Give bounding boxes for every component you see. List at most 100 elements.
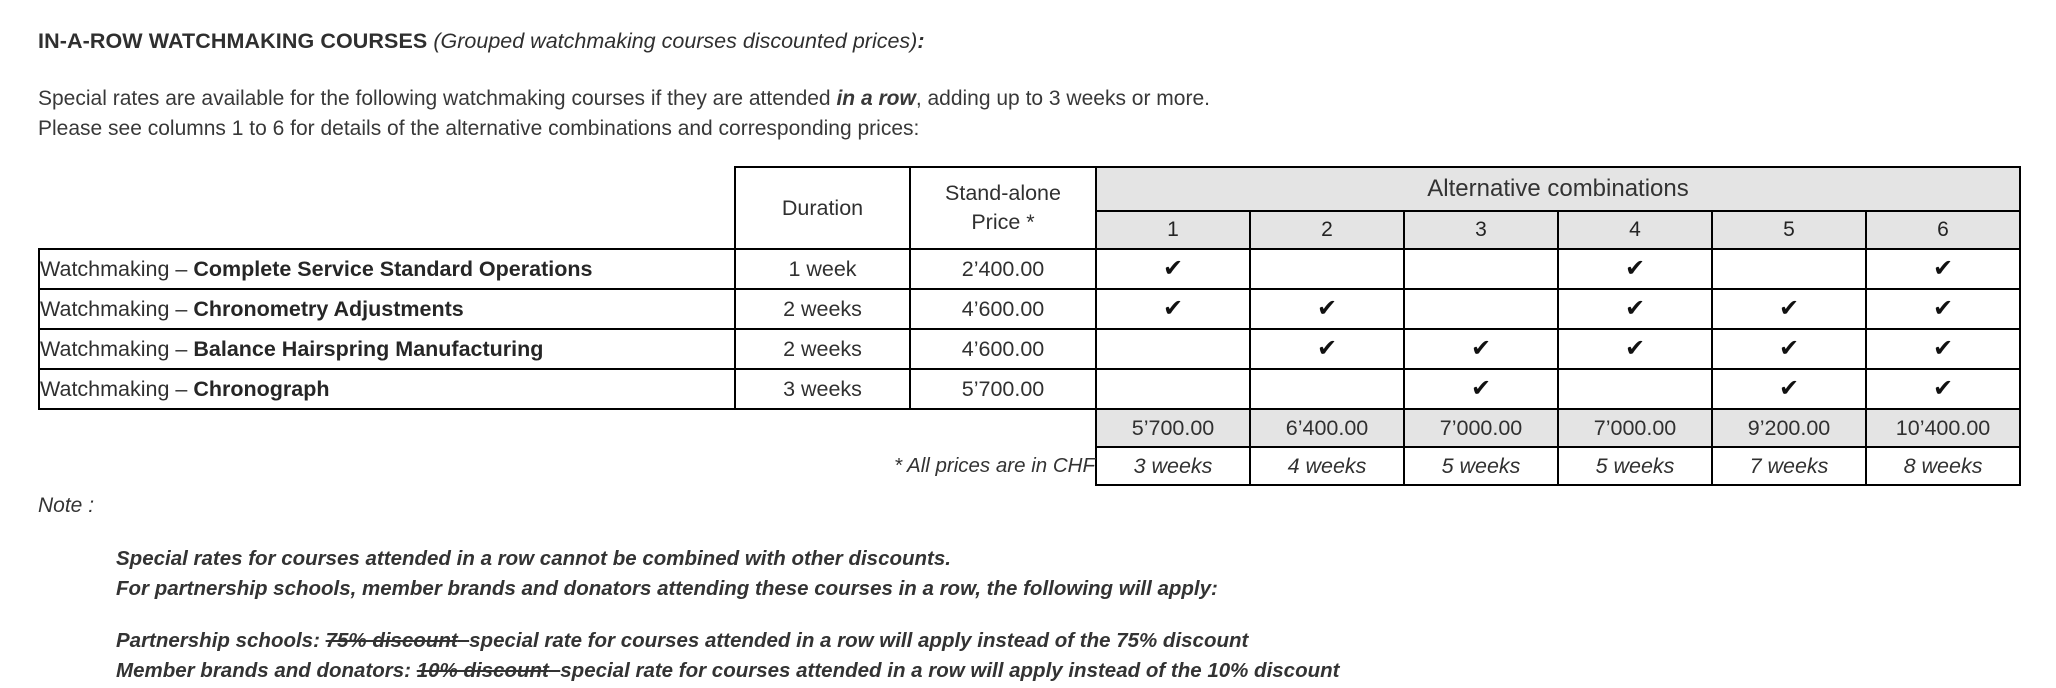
combination-total-5: 9’200.00 <box>1711 408 1867 448</box>
header-spacer-cell <box>39 167 735 211</box>
combination-total-2: 6’400.00 <box>1249 408 1405 448</box>
checkmark-icon: ✔ <box>1864 248 2022 290</box>
pricing-table: Duration Stand-alone Price * Alternative… <box>38 166 2022 486</box>
note-line-3-strikethrough: 75% discount <box>325 629 458 652</box>
notes-section: Note : Special rates for courses attende… <box>38 494 2026 686</box>
checkmark-icon: ✔ <box>1711 368 1867 410</box>
header-combination-6: 6 <box>1864 210 2022 250</box>
checkmark-icon: ✔ <box>1403 328 1559 370</box>
checkmark-icon: ✔ <box>1095 248 1251 290</box>
course-price: 2’400.00 <box>909 248 1097 290</box>
course-prefix: Watchmaking – <box>40 376 194 401</box>
table-row: Watchmaking – Complete Service Standard … <box>38 248 2022 290</box>
checkmark-icon: ✔ <box>1864 328 2022 370</box>
course-price: 4’600.00 <box>909 328 1097 370</box>
note-line-1: Special rates for courses attended in a … <box>116 547 951 570</box>
empty-cell <box>1711 248 1867 290</box>
empty-cell <box>1095 368 1251 410</box>
note-line-4-strikethrough: 10% discount <box>416 659 549 682</box>
combination-total-6: 10’400.00 <box>1864 408 2022 448</box>
note-line-3-prefix: Partnership schools: <box>116 629 326 652</box>
course-duration: 1 week <box>734 248 911 290</box>
pricing-table-container: Duration Stand-alone Price * Alternative… <box>38 166 2022 486</box>
page-title: IN-A-ROW WATCHMAKING COURSES (Grouped wa… <box>38 28 2026 54</box>
empty-cell <box>1403 288 1559 330</box>
checkmark-icon: ✔ <box>1864 368 2022 410</box>
note-line-3: Partnership schools: 75% discount specia… <box>116 626 2026 656</box>
course-duration: 3 weeks <box>734 368 911 410</box>
combination-weeks-3: 5 weeks <box>1403 446 1559 486</box>
course-price: 4’600.00 <box>909 288 1097 330</box>
totals-spacer-cell <box>39 409 735 447</box>
course-duration: 2 weeks <box>734 328 911 370</box>
intro-line-1: Special rates are available for the foll… <box>38 84 2026 114</box>
checkmark-icon: ✔ <box>1095 288 1251 330</box>
combination-weeks-1: 3 weeks <box>1095 446 1251 486</box>
table-row: Watchmaking – Balance Hairspring Manufac… <box>38 328 2022 370</box>
course-name-cell: Watchmaking – Chronometry Adjustments <box>38 288 736 330</box>
intro-paragraph: Special rates are available for the foll… <box>38 84 2026 144</box>
combination-weeks-6: 8 weeks <box>1864 446 2022 486</box>
course-title: Chronograph <box>193 376 330 401</box>
note-spacer <box>116 604 2026 626</box>
empty-cell <box>1249 248 1405 290</box>
note-line-4-dash <box>549 659 560 682</box>
note-line-4: Member brands and donators: 10% discount… <box>116 656 2026 686</box>
header-combination-5: 5 <box>1711 210 1867 250</box>
header-combination-3: 3 <box>1403 210 1559 250</box>
note-label: Note : <box>38 494 95 517</box>
course-title: Complete Service Standard Operations <box>193 256 593 281</box>
course-title: Balance Hairspring Manufacturing <box>193 336 544 361</box>
checkmark-icon: ✔ <box>1864 288 2022 330</box>
combination-total-3: 7’000.00 <box>1403 408 1559 448</box>
empty-cell <box>1249 368 1405 410</box>
course-name-cell: Watchmaking – Complete Service Standard … <box>38 248 736 290</box>
combination-weeks-2: 4 weeks <box>1249 446 1405 486</box>
intro-line-1-a: Special rates are available for the foll… <box>38 87 837 110</box>
header-duration: Duration <box>734 166 911 250</box>
combination-total-1: 5’700.00 <box>1095 408 1251 448</box>
prices-footnote: * All prices are in CHF <box>894 454 1095 477</box>
header-standalone-price: Stand-alone Price * <box>909 166 1097 250</box>
header-combination-2: 2 <box>1249 210 1405 250</box>
checkmark-icon: ✔ <box>1557 248 1713 290</box>
course-name-cell: Watchmaking – Chronograph <box>38 368 736 410</box>
header-price-line1: Stand-alone <box>945 181 1061 205</box>
table-totals-row: 5’700.00 6’400.00 7’000.00 7’000.00 9’20… <box>39 408 2022 448</box>
note-body: Special rates for courses attended in a … <box>116 544 2026 686</box>
page-title-main: IN-A-ROW WATCHMAKING COURSES <box>38 29 428 53</box>
combination-total-4: 7’000.00 <box>1557 408 1713 448</box>
empty-cell <box>1403 248 1559 290</box>
page-title-colon: : <box>917 29 925 53</box>
checkmark-icon: ✔ <box>1711 288 1867 330</box>
checkmark-icon: ✔ <box>1557 288 1713 330</box>
course-prefix: Watchmaking – <box>40 336 194 361</box>
course-title: Chronometry Adjustments <box>193 296 464 321</box>
table-row: Watchmaking – Chronograph 3 weeks 5’700.… <box>38 368 2022 410</box>
combination-weeks-5: 7 weeks <box>1711 446 1867 486</box>
course-price: 5’700.00 <box>909 368 1097 410</box>
header-combination-4: 4 <box>1557 210 1713 250</box>
empty-cell <box>1095 328 1251 370</box>
note-line-2: For partnership schools, member brands a… <box>116 577 1218 600</box>
totals-spacer-cell <box>735 409 910 447</box>
header-combination-1: 1 <box>1095 210 1251 250</box>
combination-weeks-4: 5 weeks <box>1557 446 1713 486</box>
header-alternative-combinations: Alternative combinations <box>1094 166 2022 212</box>
checkmark-icon: ✔ <box>1711 328 1867 370</box>
table-header-row-numbers: 1 2 3 4 5 6 <box>39 210 2022 250</box>
table-weeks-row: * All prices are in CHF 3 weeks 4 weeks … <box>39 446 2022 486</box>
course-prefix: Watchmaking – <box>40 296 194 321</box>
course-name-cell: Watchmaking – Balance Hairspring Manufac… <box>38 328 736 370</box>
table-row: Watchmaking – Chronometry Adjustments 2 … <box>38 288 2022 330</box>
intro-emphasis-in-a-row: in a row <box>836 87 916 110</box>
note-line-3-dash <box>458 629 469 652</box>
intro-line-2: Please see columns 1 to 6 for details of… <box>38 117 920 140</box>
checkmark-icon: ✔ <box>1249 288 1405 330</box>
table-header-row-top: Duration Stand-alone Price * Alternative… <box>39 166 2022 250</box>
page-title-parenthetical: (Grouped watchmaking courses discounted … <box>433 29 918 53</box>
course-prefix: Watchmaking – <box>40 256 194 281</box>
empty-cell <box>1557 368 1713 410</box>
checkmark-icon: ✔ <box>1403 368 1559 410</box>
